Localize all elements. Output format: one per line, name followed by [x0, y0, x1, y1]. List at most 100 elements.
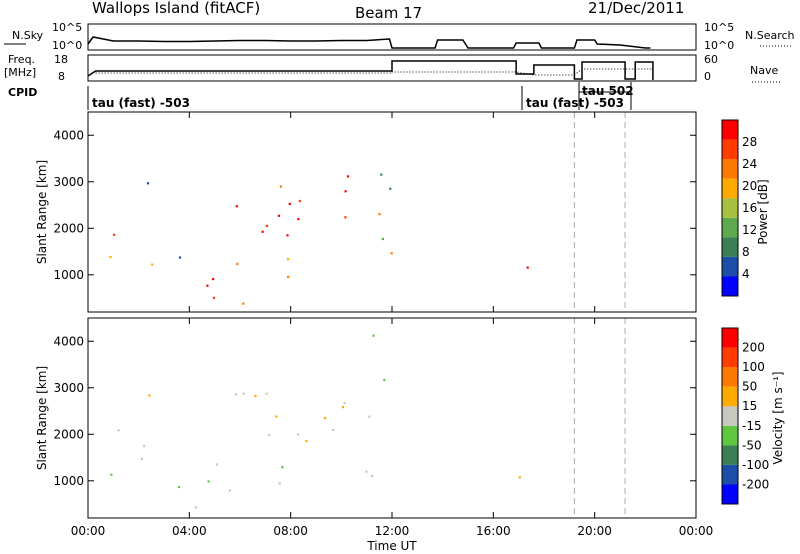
power-colorbar-label: Power [dB] [756, 179, 770, 244]
scatter-cell [178, 256, 182, 259]
x-tick-label: 16:00 [476, 524, 511, 538]
velocity-y-ticks: 1000 2000 3000 4000 [53, 334, 696, 488]
colorbar-swatch [722, 367, 738, 387]
scatter-cell [343, 401, 346, 405]
scatter-cell [110, 473, 113, 476]
scatter-cell [177, 485, 180, 489]
power-colorbar: 4 8 12 16 20 24 28 [721, 119, 757, 297]
colorbar-tick-label: 24 [742, 157, 757, 171]
y-tick-label: 3000 [53, 381, 84, 395]
cpid-label: CPID [8, 86, 37, 99]
x-axis: 00:00 04:00 08:00 12:00 16:00 20:00 00:00 [71, 112, 714, 538]
colorbar-swatch [722, 406, 738, 426]
colorbar-tick-label: 200 [742, 341, 765, 355]
scatter-cell [346, 175, 350, 178]
scatter-cell [365, 470, 368, 473]
colorbar-swatch [722, 445, 738, 465]
scatter-cell [288, 202, 291, 205]
scatter-cell [228, 489, 232, 492]
scatter-cell [298, 199, 301, 203]
station-title: Wallops Island (fitACF) [92, 0, 260, 17]
freq-line [87, 60, 654, 80]
scatter-cell [194, 506, 197, 509]
x-tick-label: 20:00 [577, 524, 612, 538]
nsky-tick-top: 10^5 [52, 21, 82, 34]
x-tick-label: 00:00 [679, 524, 714, 538]
scatter-cell [344, 216, 347, 219]
colorbar-swatch [722, 386, 738, 407]
scatter-cell [146, 182, 150, 185]
scatter-cell [117, 429, 120, 432]
freq-tick-bottom: 8 [58, 70, 65, 83]
colorbar-swatch [722, 237, 738, 257]
scatter-cell [305, 440, 308, 443]
scatter-cell [287, 258, 290, 261]
scatter-cell [109, 255, 112, 259]
y-tick-label: 2000 [53, 427, 84, 441]
scatter-cell [286, 234, 289, 237]
scatter-cell [277, 214, 280, 217]
scatter-cell [235, 205, 238, 208]
x-axis-label: Time UT [366, 539, 417, 553]
colorbar-tick-label: -200 [742, 477, 769, 491]
scatter-cell [368, 415, 371, 418]
velocity-ylabel: Slant Range [km] [35, 366, 49, 470]
nsky-line [87, 36, 651, 49]
scatter-cell [297, 218, 300, 221]
velocity-panel: 1000 2000 3000 4000 Slant Range [km] -200 -1… [35, 317, 785, 519]
colorbar-tick-label: 4 [742, 267, 750, 281]
cpid-strip: CPID tau (fast) -503 tau (fast) -503 tau… [8, 82, 634, 110]
scatter-cell [265, 392, 268, 395]
scatter-cell [378, 213, 381, 216]
power-y-ticks: 1000 2000 3000 4000 [53, 128, 696, 282]
velocity-colorbar-label: Velocity [m s⁻¹] [771, 371, 785, 464]
colorbar-tick-label: 20 [742, 179, 757, 193]
colorbar-swatch [722, 139, 738, 160]
scatter-cell [242, 392, 245, 395]
scatter-cell [206, 284, 209, 287]
colorbar-swatch [722, 120, 738, 140]
colorbar-tick-label: 50 [742, 380, 757, 394]
colorbar-tick-label: -15 [742, 419, 762, 433]
freq-unit: [MHz] [4, 66, 36, 79]
colorbar-swatch [722, 276, 738, 296]
colorbar-swatch [722, 217, 738, 238]
cpid-annotation-1: tau (fast) -503 [92, 96, 190, 110]
nsky-tick-bottom: 10^0 [52, 39, 82, 52]
colorbar-tick-label: 16 [742, 201, 757, 215]
colorbar-swatch [722, 484, 738, 504]
scatter-cell [212, 296, 216, 299]
colorbar-swatch [722, 328, 738, 348]
cpid-annotation-3: tau 502 [582, 84, 634, 98]
y-tick-label: 4000 [53, 128, 84, 142]
y-tick-label: 2000 [53, 221, 84, 235]
scatter-cell [275, 415, 278, 418]
colorbar-tick-label: 100 [742, 360, 765, 374]
x-tick-label: 08:00 [273, 524, 308, 538]
scatter-cell [371, 475, 374, 478]
scatter-cell [242, 302, 245, 305]
scatter-cell [380, 173, 383, 176]
colorbar-tick-label: 8 [742, 245, 750, 259]
freq-frame [87, 54, 697, 82]
colorbar-swatch [722, 347, 738, 368]
scatter-cell [113, 233, 116, 236]
nave-tick-bottom: 0 [704, 70, 711, 83]
colorbar-swatch [722, 198, 738, 218]
scatter-cell [140, 457, 143, 460]
colorbar-tick-label: -50 [742, 438, 762, 452]
colorbar-swatch [722, 178, 738, 199]
scatter-cell [261, 230, 264, 233]
scatter-cell [296, 433, 299, 436]
nsearch-tick-top: 10^5 [704, 21, 734, 34]
y-tick-label: 1000 [53, 474, 84, 488]
nave-line [95, 68, 653, 76]
y-tick-label: 4000 [53, 334, 84, 348]
scatter-cell [372, 334, 375, 337]
colorbar-tick-label: 12 [742, 223, 757, 237]
date-title: 21/Dec/2011 [588, 0, 684, 17]
scatter-cell [518, 476, 521, 479]
nave-tick-top: 60 [704, 53, 718, 66]
colorbar-tick-label: -100 [742, 458, 769, 472]
x-tick-label: 00:00 [71, 524, 106, 538]
